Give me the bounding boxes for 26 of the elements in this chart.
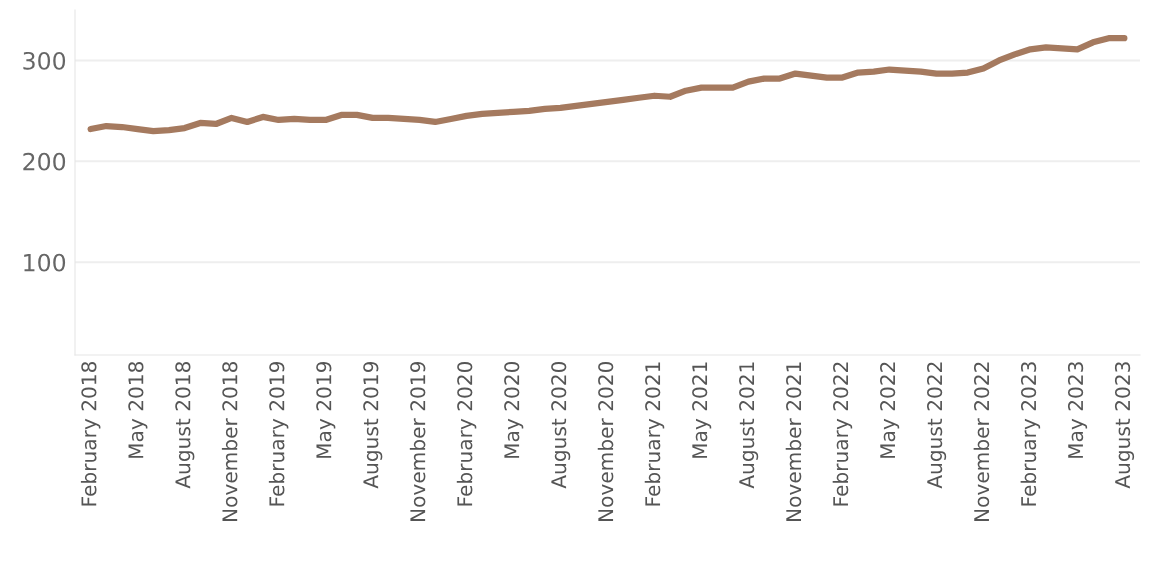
- x-tick-label: February 2022: [832, 362, 853, 506]
- x-tick-label: February 2023: [1020, 362, 1041, 506]
- x-tick-label: February 2020: [456, 361, 477, 506]
- x-tick-label: August 2022: [927, 362, 947, 489]
- y-tick-label: 300: [23, 51, 66, 70]
- x-tick-label: February 2019: [268, 361, 289, 506]
- x-tick-label: February 2018: [80, 361, 101, 506]
- x-tick-label: May 2022: [880, 362, 900, 458]
- x-tick-label: May 2019: [316, 361, 336, 458]
- x-tick-label: November 2021: [785, 362, 802, 522]
- x-tick-label: May 2023: [1067, 362, 1088, 458]
- x-tick-label: November 2020: [597, 361, 614, 522]
- x-tick-label: February 2021: [644, 362, 665, 506]
- x-tick-label: November 2018: [221, 361, 238, 522]
- x-tick-label: August 2020: [551, 361, 571, 489]
- x-tick-label: August 2021: [739, 362, 759, 489]
- x-tick-label: November 2019: [409, 361, 426, 522]
- x-tick-label: August 2023: [1114, 362, 1135, 489]
- x-tick-label: May 2021: [692, 362, 712, 458]
- y-tick-label: 100: [24, 253, 66, 272]
- x-tick-label: May 2018: [128, 361, 148, 458]
- x-tick-label: November 2022: [973, 362, 990, 522]
- x-tick-label: August 2019: [363, 361, 383, 489]
- y-tick-label: 200: [23, 152, 66, 171]
- x-tick-label: August 2018: [175, 361, 195, 489]
- x-tick-label: May 2020: [504, 361, 524, 458]
